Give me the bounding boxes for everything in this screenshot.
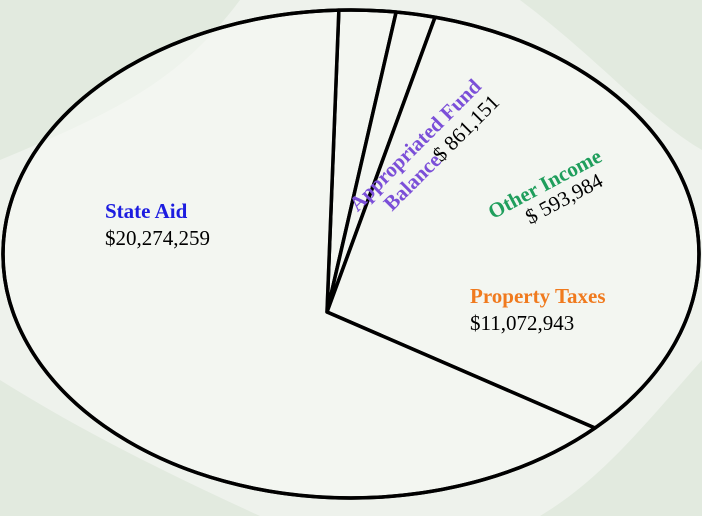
category-label: Property Taxes <box>470 284 606 308</box>
category-label: State Aid <box>105 199 188 223</box>
chart: Appropriated FundBalance$ 861,151Other I… <box>0 0 702 516</box>
value-label: $20,274,259 <box>105 226 210 250</box>
page: Appropriated FundBalance$ 861,151Other I… <box>0 0 702 516</box>
value-label: $11,072,943 <box>470 311 574 335</box>
pie <box>3 10 699 498</box>
